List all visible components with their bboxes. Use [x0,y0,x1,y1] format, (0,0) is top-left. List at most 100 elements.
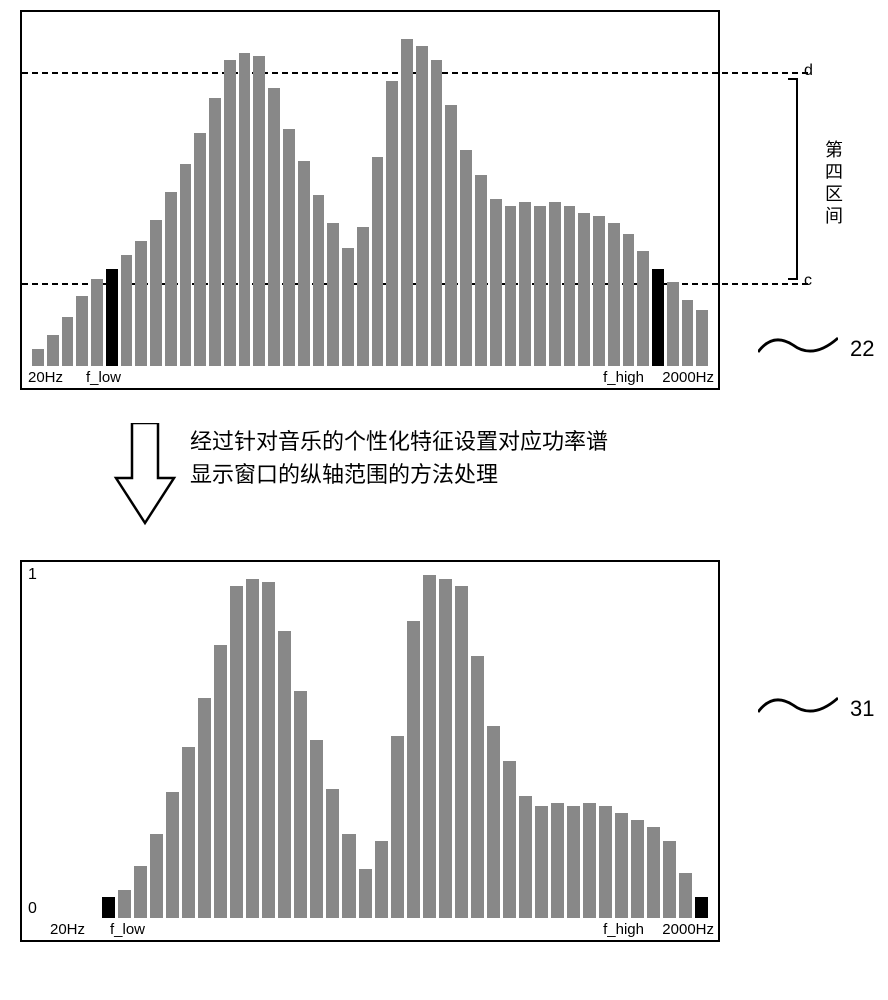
chart-2-frame: 1 0 20Hz f_low f_high 2000Hz [20,560,720,942]
bar [298,161,310,366]
chart2-xlabel-2000hz: 2000Hz [662,921,714,938]
arrow-text: 经过针对音乐的个性化特征设置对应功率谱 显示窗口的纵轴范围的方法处理 [190,425,608,491]
bar [253,56,265,366]
chart1-xlabel-20hz: 20Hz [28,369,63,386]
bar [416,46,428,366]
bar [615,813,628,918]
bar [401,39,413,366]
bar [294,691,307,919]
chart2-xlabel-20hz: 20Hz [50,921,85,938]
chart1-xlabel-flow: f_low [86,369,121,386]
bar [165,192,177,366]
bar [519,202,531,366]
bar [194,133,206,366]
bar [198,698,211,919]
chart2-ylabel-0: 0 [28,900,37,918]
bar [134,866,147,919]
bar [647,827,660,918]
bar [503,761,516,919]
bar [445,105,457,366]
bar [118,890,131,918]
bar [549,202,561,366]
chart1-xlabel-fhigh: f_high [603,369,644,386]
bar [564,206,576,366]
bar [214,645,227,918]
bar [268,88,280,366]
bar [431,60,443,366]
bar [439,579,452,919]
bar [327,223,339,366]
bar [239,53,251,366]
bar [209,98,221,366]
interval-label: 第四区间 [820,140,846,228]
bar [135,241,147,366]
arrow-text-line2: 显示窗口的纵轴范围的方法处理 [190,458,608,491]
bar [583,803,596,919]
bar [475,175,487,366]
bar [391,736,404,918]
chart-1-bars [32,18,708,366]
bar [608,223,620,366]
ref-num-31: 31 [850,696,874,722]
chart-1-frame: 20Hz f_low f_high 2000Hz [20,10,720,390]
bar [534,206,546,366]
chart2-ylabel-1: 1 [28,566,37,584]
chart1-xlabel-2000hz: 2000Hz [662,369,714,386]
bar [62,317,74,366]
bar [599,806,612,918]
bar [372,157,384,366]
bar [359,869,372,918]
bar [455,586,468,919]
bar [283,129,295,366]
bar [342,248,354,366]
arrow-block: 经过针对音乐的个性化特征设置对应功率谱 显示窗口的纵轴范围的方法处理 [110,415,730,535]
ref-wave-22 [758,330,838,360]
bar [262,582,275,918]
bar [180,164,192,366]
bar [102,897,115,918]
bar [535,806,548,918]
bar [679,873,692,919]
label-d: d [804,62,813,80]
bar [471,656,484,919]
bar [121,255,133,366]
bar [593,216,605,366]
bar [342,834,355,918]
chart-2-bars [102,568,708,918]
interval-bracket [788,78,798,280]
bar [357,227,369,366]
bar [150,220,162,366]
bar [182,747,195,919]
bar [76,296,88,366]
bar [246,579,259,919]
bar [567,806,580,918]
bar [375,841,388,918]
bar [150,834,163,918]
bar [578,213,590,366]
bar [166,792,179,918]
bar [47,335,59,366]
bar [423,575,436,918]
bar [695,897,708,918]
bar [407,621,420,919]
bar [32,349,44,366]
bar [91,279,103,366]
ref-wave-31 [758,690,838,720]
bar [490,199,502,366]
bar [696,310,708,366]
bar [631,820,644,918]
bar [682,300,694,366]
bar [623,234,635,366]
bar [487,726,500,919]
bar [519,796,532,919]
label-c: c [804,272,812,290]
bar [551,803,564,919]
bar [386,81,398,366]
bar [313,195,325,366]
ref-num-22: 22 [850,336,874,362]
bar [278,631,291,918]
bar [652,269,664,366]
bar [460,150,472,366]
arrow-text-line1: 经过针对音乐的个性化特征设置对应功率谱 [190,425,608,458]
bar [230,586,243,919]
